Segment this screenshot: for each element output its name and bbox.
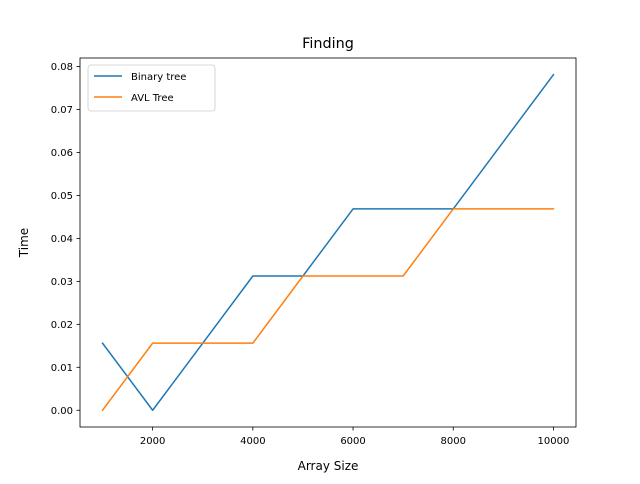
x-tick-label: 4000	[240, 436, 265, 447]
legend-label-avl-tree: AVL Tree	[131, 93, 174, 104]
y-tick-label: 0.05	[51, 191, 73, 202]
y-tick-label: 0.08	[51, 62, 73, 73]
y-tick-label: 0.06	[51, 148, 73, 159]
x-axis-title: Array Size	[298, 459, 359, 473]
y-axis-title: Time	[17, 228, 31, 258]
x-tick-label: 2000	[140, 436, 165, 447]
y-tick-label: 0.07	[51, 105, 73, 116]
y-tick-label: 0.01	[51, 363, 73, 374]
y-tick-label: 0.02	[51, 320, 73, 331]
chart-title: Finding	[302, 36, 354, 52]
y-tick-label: 0.00	[51, 406, 73, 417]
y-tick-label: 0.04	[51, 234, 73, 245]
legend: Binary tree AVL Tree	[88, 65, 215, 111]
y-tick-label: 0.03	[51, 277, 73, 288]
x-tick-label: 10000	[538, 436, 570, 447]
x-tick-label: 6000	[340, 436, 365, 447]
x-tick-label: 8000	[441, 436, 466, 447]
legend-label-binary-tree: Binary tree	[131, 72, 186, 83]
